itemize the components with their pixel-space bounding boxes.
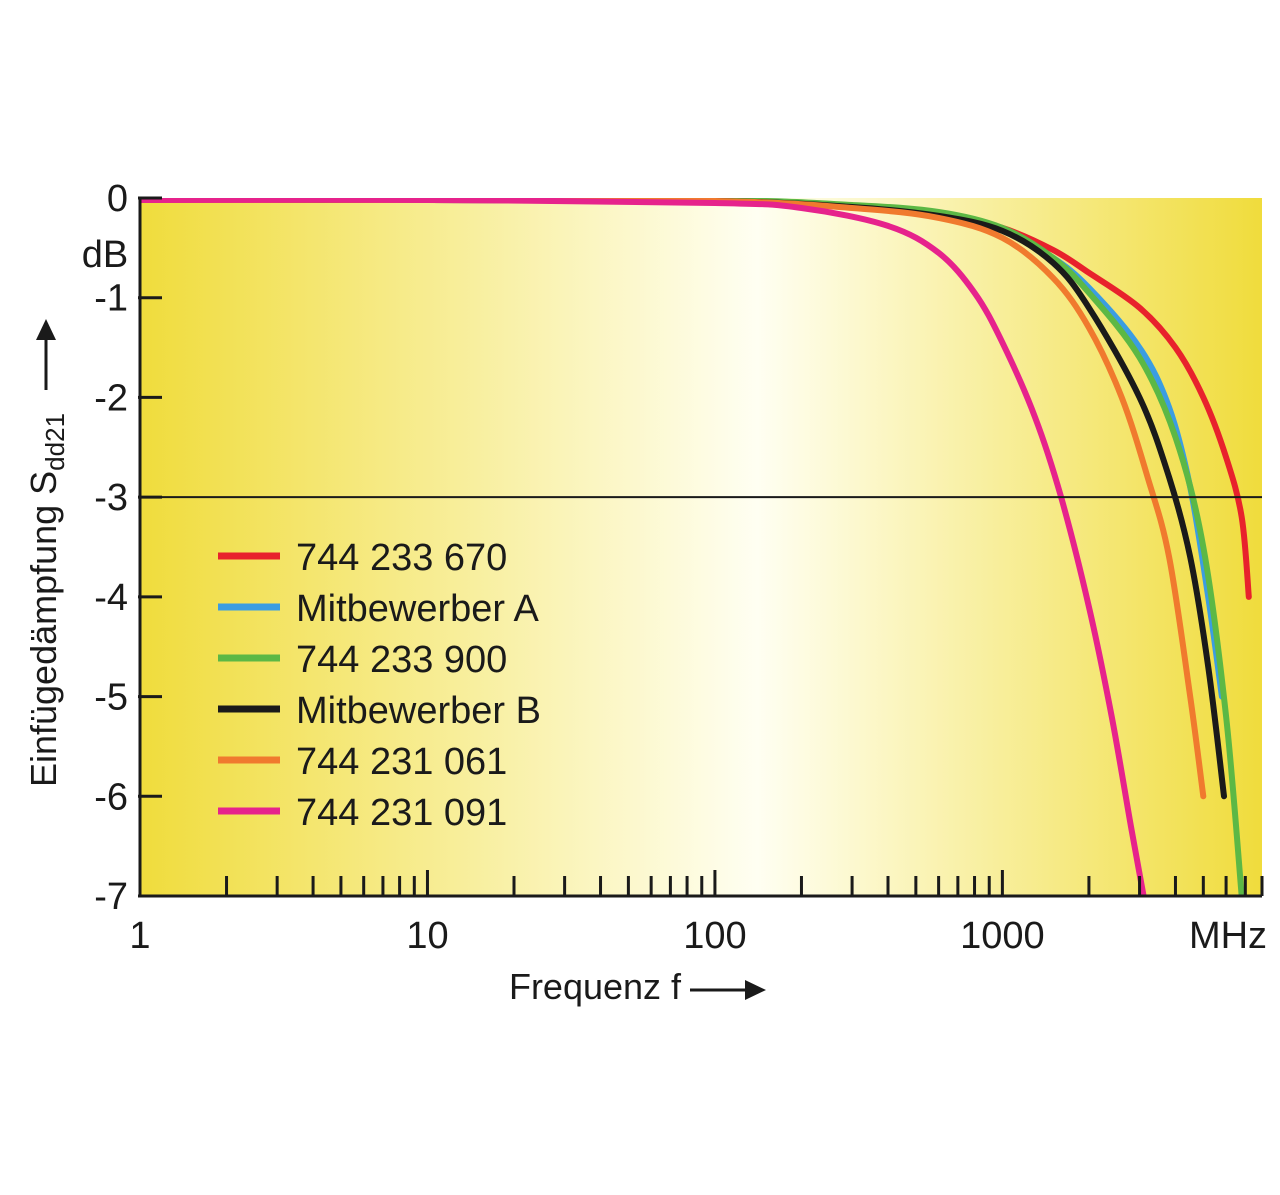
series-layer [140,198,1252,896]
series-line [140,198,1147,896]
x-axis-arrow-icon [745,980,766,1000]
x-tick-label: 10 [406,915,448,957]
y-unit-label: dB [82,234,128,276]
legend: 744 233 670 Mitbewerber A 744 233 900 Mitbe… [218,537,541,834]
y-ticks: 0 -1 -2 -3 -4 -5 -6 -7 [94,178,162,918]
y-tick-label: -1 [94,278,128,320]
legend-label: 744 233 900 [296,639,507,681]
y-tick-label: -6 [94,776,128,818]
x-axis-title-text: Frequenz f [509,966,682,1007]
x-axis-title: Frequenz f [509,966,766,1007]
x-ticks: 1 10 100 1000 [129,870,1264,957]
y-tick-label: -4 [94,577,128,619]
y-axis-arrow-icon [36,319,56,340]
y-tick-label: -7 [94,876,128,918]
y-axis-title: Einfügedämpfung Sdd21 [23,319,70,787]
y-tick-label: 0 [107,178,128,220]
legend-label: 744 231 061 [296,741,507,783]
y-tick-label: -2 [94,377,128,419]
x-tick-label: 1000 [960,915,1045,957]
y-tick-label: -5 [94,677,128,719]
y-axis-title-main: Einfügedämpfung S [23,471,64,787]
y-axis-title-text: Einfügedämpfung Sdd21 [23,413,70,787]
y-tick-label: -3 [94,477,128,519]
y-axis-title-sub: dd21 [40,413,70,471]
legend-label: Mitbewerber B [296,690,541,732]
legend-label: 744 231 091 [296,792,507,834]
x-tick-label: 1 [129,915,150,957]
legend-label: 744 233 670 [296,537,507,579]
x-tick-label: 100 [683,915,746,957]
x-unit-label: MHz [1189,915,1267,957]
legend-label: Mitbewerber A [296,588,540,630]
